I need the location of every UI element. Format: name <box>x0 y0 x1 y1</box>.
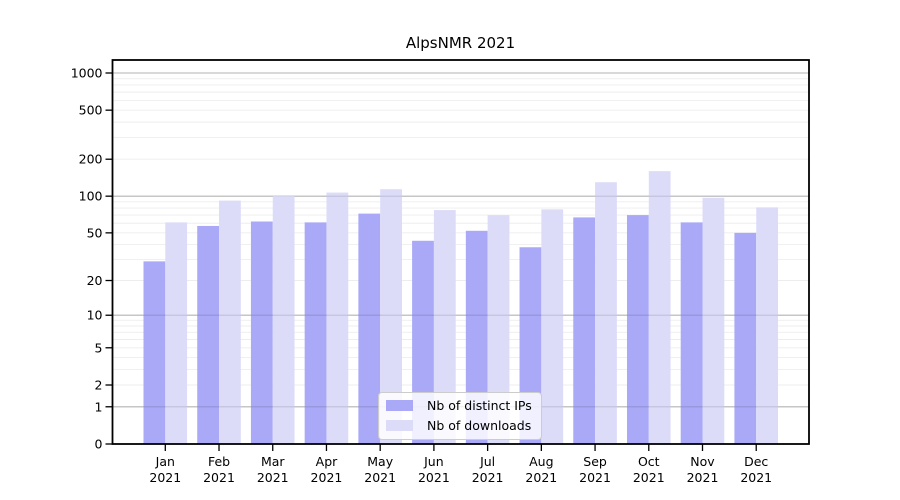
x-tick-label-year: 2021 <box>418 470 450 485</box>
bar-downloads-feb <box>219 200 241 444</box>
x-tick-label-month: May <box>367 454 393 469</box>
y-tick-label: 1000 <box>71 66 103 81</box>
legend-swatch-downloads <box>386 420 413 431</box>
x-tick-label-year: 2021 <box>203 470 235 485</box>
y-tick-label: 2 <box>95 378 103 393</box>
y-tick-label: 20 <box>87 273 103 288</box>
bar-distinct-ips-mar <box>250 221 273 444</box>
bar-downloads-nov <box>702 197 725 444</box>
bar-downloads-jul <box>487 215 510 444</box>
bar-downloads-aug <box>541 209 564 444</box>
x-tick-label-month: Oct <box>638 454 660 469</box>
x-tick-label-year: 2021 <box>311 470 343 485</box>
bar-distinct-ips-oct <box>626 215 649 444</box>
bar-downloads-mar <box>272 196 295 444</box>
legend: Nb of distinct IPs Nb of downloads <box>378 392 542 440</box>
x-tick-label-year: 2021 <box>149 470 181 485</box>
bar-distinct-ips-feb <box>197 225 220 444</box>
x-tick-label-month: Sep <box>583 454 607 469</box>
legend-item-distinct-ips: Nb of distinct IPs <box>386 398 532 413</box>
x-tick-label-month: Nov <box>690 454 715 469</box>
bar-distinct-ips-nov <box>680 222 703 444</box>
bar-distinct-ips-apr <box>304 222 327 444</box>
bar-distinct-ips-dec <box>734 232 757 444</box>
y-tick-label: 200 <box>79 152 103 167</box>
x-tick-label-month: Jun <box>423 454 444 469</box>
legend-item-downloads: Nb of downloads <box>386 418 532 433</box>
y-tick-label: 5 <box>95 340 103 355</box>
bar-distinct-ips-jul <box>465 230 488 444</box>
y-tick-label: 50 <box>87 225 103 240</box>
x-tick-label-year: 2021 <box>472 470 504 485</box>
bar-downloads-sep <box>595 182 617 444</box>
bar-distinct-ips-may <box>358 213 381 444</box>
bar-distinct-ips-sep <box>573 217 596 444</box>
legend-label-downloads: Nb of downloads <box>427 418 532 433</box>
x-tick-label-month: Aug <box>529 454 553 469</box>
y-tick-label: 1 <box>95 399 103 414</box>
legend-label-distinct-ips: Nb of distinct IPs <box>427 398 532 413</box>
x-tick-label-year: 2021 <box>740 470 772 485</box>
x-tick-label-month: Jul <box>479 454 495 469</box>
y-tick-label: 100 <box>79 189 103 204</box>
x-tick-label-year: 2021 <box>525 470 557 485</box>
legend-swatch-distinct-ips <box>386 400 413 411</box>
y-tick-label: 500 <box>79 103 103 118</box>
y-tick-label: 0 <box>95 437 103 452</box>
y-tick-label: 10 <box>87 308 103 323</box>
x-tick-label-month: Dec <box>744 454 768 469</box>
x-tick-label-month: Feb <box>208 454 230 469</box>
x-tick-label-year: 2021 <box>364 470 396 485</box>
x-tick-label-year: 2021 <box>579 470 611 485</box>
plot-border <box>111 59 810 445</box>
x-tick-label-year: 2021 <box>687 470 719 485</box>
bar-downloads-apr <box>326 192 349 444</box>
x-tick-label-year: 2021 <box>633 470 665 485</box>
x-tick-label-month: Apr <box>316 454 338 469</box>
bar-downloads-jan <box>165 222 188 444</box>
x-tick-label-month: Mar <box>261 454 285 469</box>
bar-downloads-oct <box>648 171 671 445</box>
x-tick-label-month: Jan <box>155 454 175 469</box>
bar-distinct-ips-jan <box>143 261 166 444</box>
chart-title: AlpsNMR 2021 <box>405 34 516 52</box>
x-tick-label-year: 2021 <box>257 470 289 485</box>
bar-downloads-dec <box>756 207 779 444</box>
bar-downloads-jun <box>433 210 456 444</box>
bar-downloads-may <box>380 189 402 444</box>
